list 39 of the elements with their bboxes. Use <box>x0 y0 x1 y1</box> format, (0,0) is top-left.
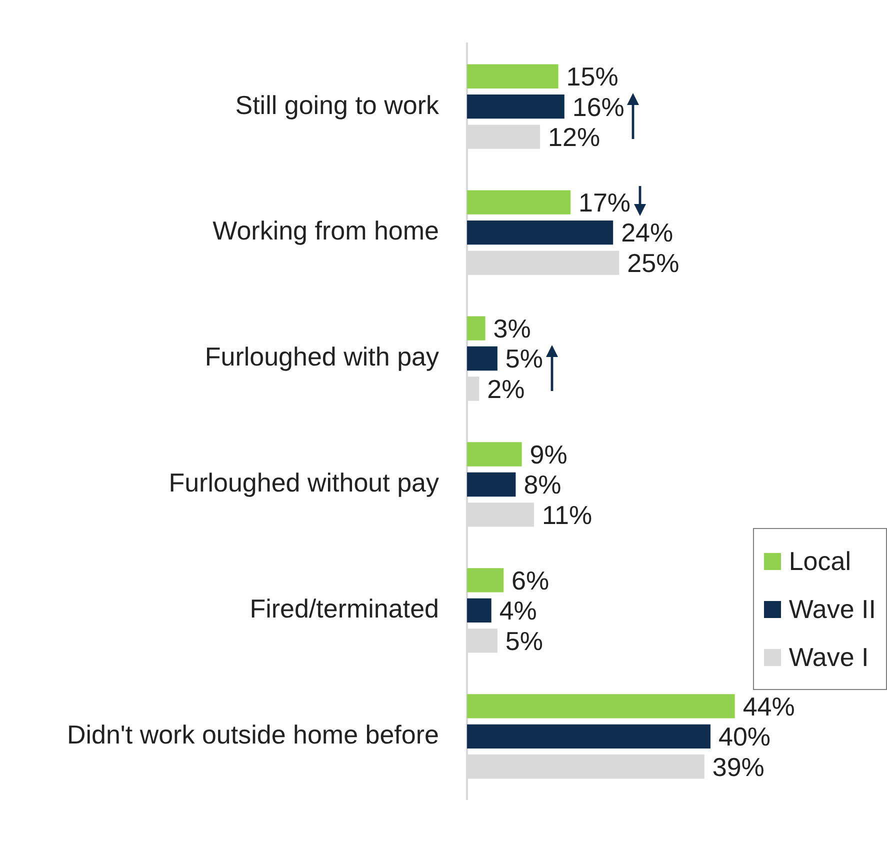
data-label: 6% <box>512 565 550 596</box>
bar <box>467 64 558 88</box>
y-tick-label: Didn't work outside home before <box>66 720 439 750</box>
data-label: 4% <box>499 596 537 626</box>
bar <box>467 346 498 371</box>
data-label: 24% <box>621 218 674 248</box>
bar <box>467 220 614 245</box>
data-label: 16% <box>572 92 624 122</box>
data-label: 15% <box>566 62 618 92</box>
bar <box>467 724 710 749</box>
y-tick-label: Still going to work <box>235 90 440 120</box>
data-label: 39% <box>712 752 764 782</box>
data-label: 5% <box>505 626 544 656</box>
legend-label: Wave I <box>788 642 869 672</box>
legend-label: Local <box>788 546 851 576</box>
data-label: 44% <box>742 691 795 722</box>
data-label: 8% <box>524 470 562 500</box>
data-label: 11% <box>542 500 592 530</box>
data-label: 12% <box>548 122 600 152</box>
data-label: 17% <box>578 187 631 218</box>
data-label: 3% <box>493 313 531 344</box>
bar <box>467 94 564 119</box>
data-label: 9% <box>530 439 568 470</box>
bar <box>467 472 516 497</box>
bar <box>467 190 570 214</box>
data-label: 2% <box>487 374 525 404</box>
data-label: 25% <box>627 248 680 278</box>
data-label: 5% <box>505 344 544 374</box>
bar <box>467 598 492 623</box>
y-tick-label: Furloughed without pay <box>168 468 439 498</box>
data-label: 40% <box>718 722 771 752</box>
bar <box>467 316 486 340</box>
bar <box>467 568 504 592</box>
bar <box>467 442 522 466</box>
y-tick-label: Furloughed with pay <box>204 342 439 372</box>
bar <box>467 694 735 718</box>
y-tick-label: Fired/terminated <box>250 594 439 624</box>
y-tick-label: Working from home <box>212 216 439 246</box>
legend-label: Wave II <box>788 594 876 624</box>
